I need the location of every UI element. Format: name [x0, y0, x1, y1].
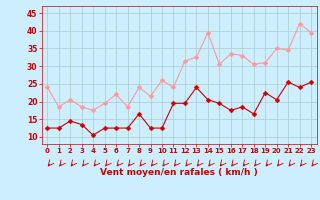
X-axis label: Vent moyen/en rafales ( km/h ): Vent moyen/en rafales ( km/h ) — [100, 168, 258, 177]
